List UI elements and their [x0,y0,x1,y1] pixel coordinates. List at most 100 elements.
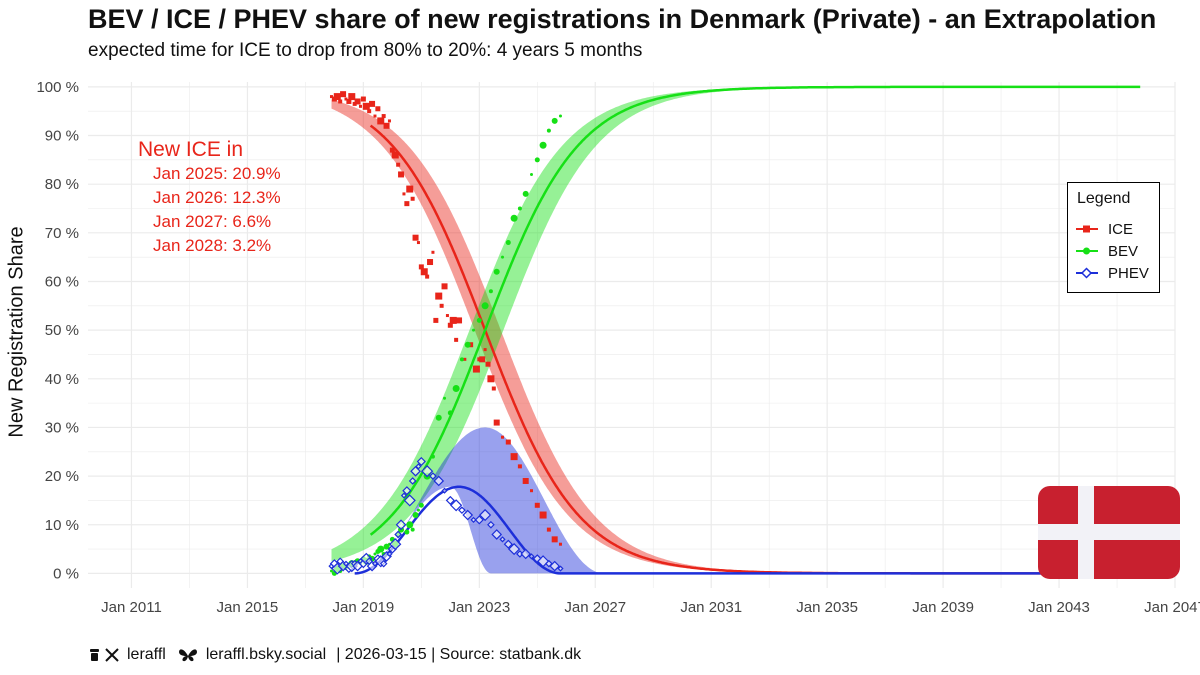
phev-data-point [408,477,417,485]
phev-data-point [421,465,434,478]
bev-data-point [472,328,476,332]
chart-subtitle: expected time for ICE to drop from 80% t… [88,40,643,61]
bev-data-point [406,521,414,529]
ice-confidence-band [331,99,1141,574]
legend-item-bev: BEV [1074,241,1138,261]
ice-data-point [505,439,511,445]
phev-data-point [474,515,484,525]
bev-data-point [412,512,419,519]
bev-data-point [493,268,500,275]
ice-data-point [404,201,410,207]
phev-confidence-band [354,427,607,574]
legend-label-ice: ICE [1108,220,1134,238]
ice-forecast-annotation: New ICE in Jan 2025: 20.9% Jan 2026: 12.… [138,138,281,258]
phev-data-point [508,542,521,556]
ice-data-point [412,234,419,241]
footer-handle-x: leraffl [127,646,166,663]
phev-data-point [379,559,388,568]
ice-data-point [558,542,562,546]
phev-data-point [441,487,448,494]
ice-legend-marker-icon [1076,225,1098,233]
phev-data-point [557,565,564,572]
bev-data-point [410,527,415,532]
ice-data-point [367,109,372,114]
ice-data-point [406,185,414,193]
y-tick-label: 100 % [36,79,79,96]
legend: Legend ICE BEV PHEV [1067,182,1160,293]
ice-data-point [539,511,547,519]
ice-data-point [479,356,486,363]
ice-data-point [487,375,495,383]
ice-data-point [420,268,428,276]
phev-data-point [410,465,421,477]
phev-data-point [479,508,492,522]
ice-data-point [491,386,496,391]
phev-data-point [499,536,506,543]
ice-data-point [463,357,467,361]
ice-data-point [333,93,341,101]
phev-data-point [503,539,513,549]
ice-data-point [387,119,391,123]
ice-data-point [454,337,459,342]
bev-data-point [488,289,493,294]
annotation-line: Jan 2027: 6.6% [153,212,272,231]
ice-data-point [510,453,518,461]
ice-data-point [348,93,356,101]
ice-data-point [391,151,399,159]
legend-item-ice: ICE [1074,219,1133,239]
annotation-line: Jan 2025: 20.9% [153,164,281,183]
ice-data-point [344,97,348,101]
phev-data-point [389,538,402,551]
ice-data-point [441,283,448,290]
butterfly-icon [178,649,197,662]
ice-data-point [369,100,376,107]
bev-data-point [510,214,518,222]
phev-data-point [462,509,474,521]
ice-data-point [377,117,385,125]
annotation-line: Jan 2028: 3.2% [153,236,272,255]
ice-data-point [410,196,415,201]
bev-data-point [539,141,547,149]
bev-data-point [501,255,505,259]
phev-data-point [403,494,416,507]
ice-data-point [472,365,480,373]
ice-data-point [354,98,361,105]
phev-data-point [491,529,503,540]
bev-data-point [435,414,442,421]
bev-data-point [551,117,558,124]
x-tick-label: Jan 2035 [796,599,858,616]
y-tick-label: 70 % [45,225,79,242]
ice-data-point [546,527,551,532]
ice-data-point [381,114,386,119]
legend-label-phev: PHEV [1108,264,1149,282]
footer-handle-bsky: leraffl.bsky.social [205,646,327,663]
y-tick-label: 60 % [45,273,79,290]
ice-data-point [534,502,540,508]
annotation-line: Jan 2026: 12.3% [153,188,281,207]
ice-data-point [433,317,439,323]
ice-data-point [329,95,333,99]
phev-data-point [394,530,403,539]
ice-data-point [435,292,443,300]
phev-data-point [429,472,437,480]
y-tick-label: 30 % [45,419,79,436]
bev-data-point [464,341,471,348]
ice-data-point [358,104,362,108]
ice-data-point [402,192,406,196]
ice-data-point [517,464,522,469]
bev-data-point [377,545,385,553]
ice-data-point [449,316,457,324]
ice-data-point [389,147,395,153]
bev-data-point [481,302,489,310]
ice-data-point [398,171,405,178]
bev-data-point [529,172,533,176]
legend-label-bev: BEV [1108,242,1139,260]
ice-data-point [338,99,343,104]
x-logo-icon [105,648,119,662]
ice-data-point [396,162,401,167]
x-tick-label: Jan 2019 [333,599,395,616]
y-tick-label: 90 % [45,128,79,145]
ice-data-point [418,264,424,270]
x-tick-label: Jan 2011 [101,599,162,616]
ice-data-point [447,322,453,328]
